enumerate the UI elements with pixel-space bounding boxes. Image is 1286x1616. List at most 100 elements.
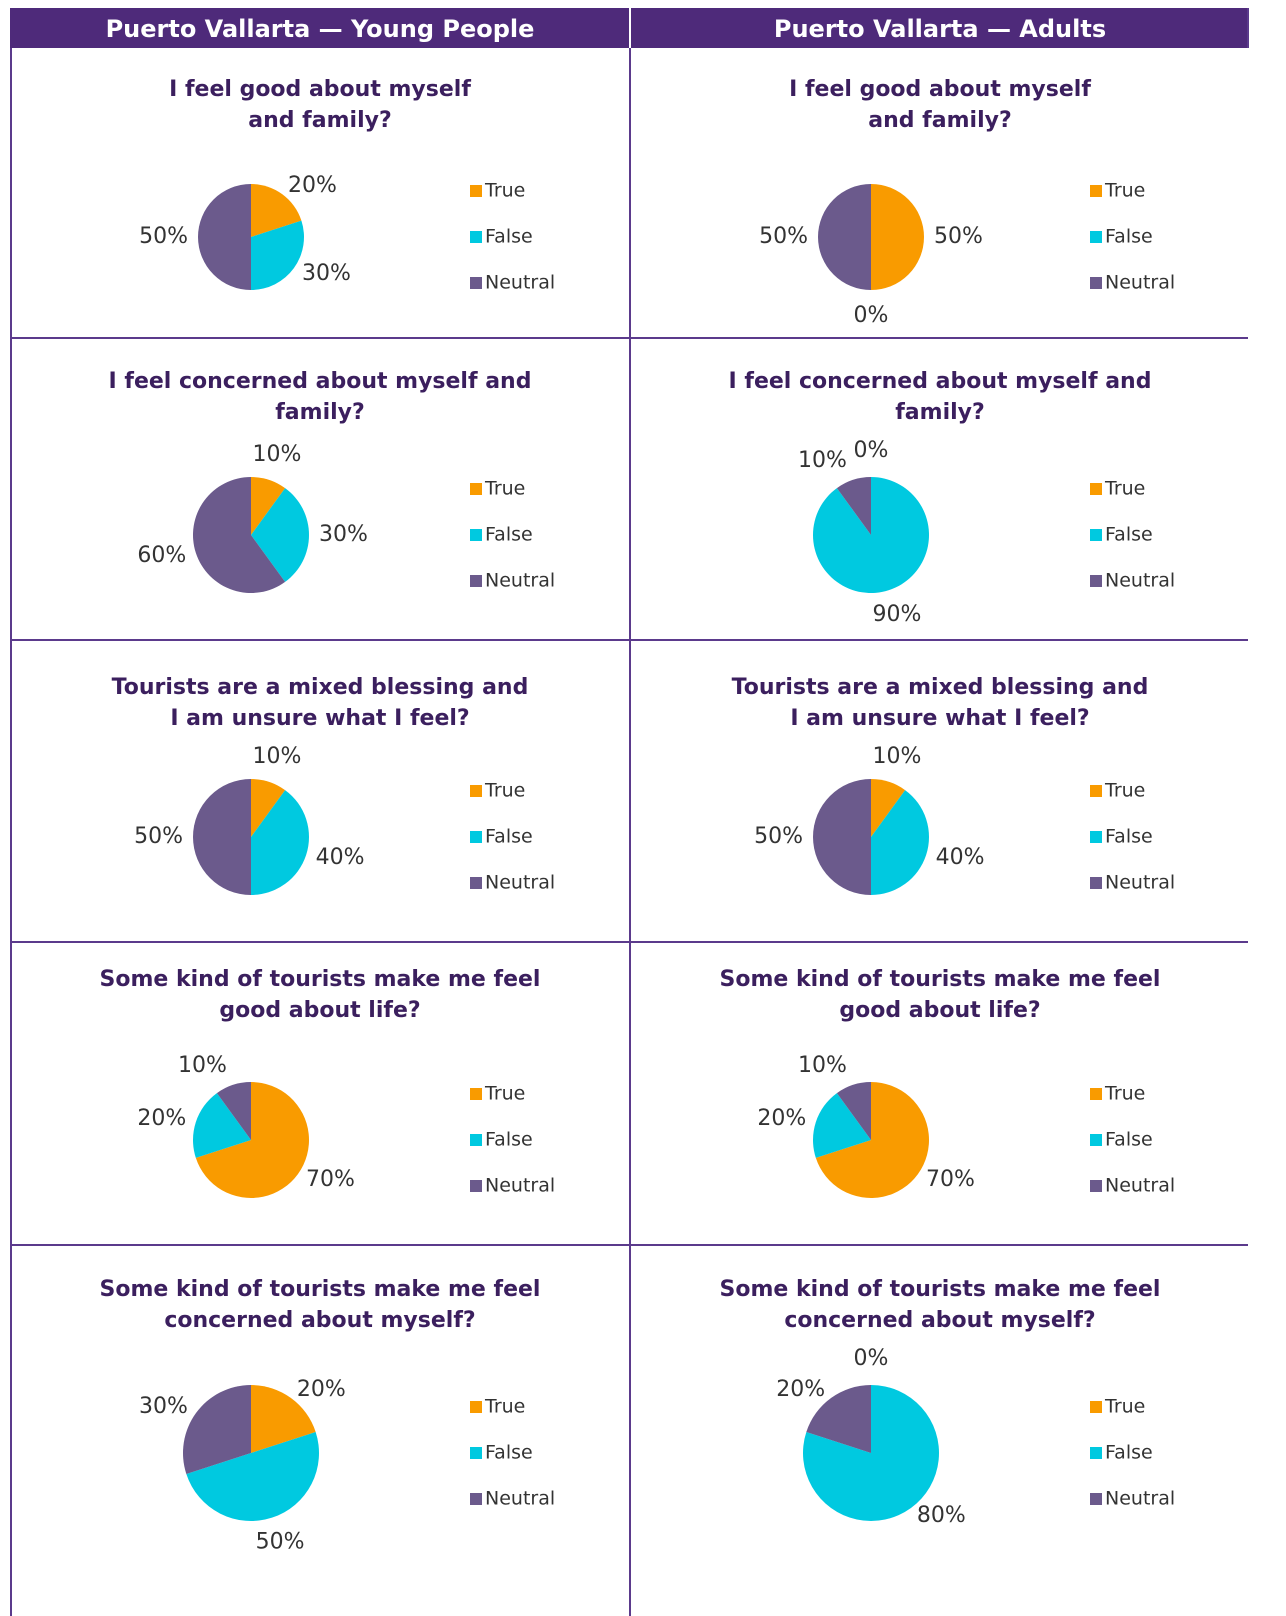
data-label: 50% xyxy=(134,824,183,849)
legend-swatch xyxy=(470,231,482,243)
legend-label: True xyxy=(484,1396,525,1418)
legend-label: False xyxy=(1105,1129,1153,1151)
pie-slice xyxy=(813,1093,871,1158)
data-label: 50% xyxy=(754,824,803,849)
chart-title: family? xyxy=(895,400,985,425)
data-label: 10% xyxy=(253,744,302,769)
legend-label: Neutral xyxy=(1105,872,1175,894)
legend-label: Neutral xyxy=(485,1488,555,1510)
chart-title: Tourists are a mixed blessing and xyxy=(732,675,1149,700)
pie-slice xyxy=(836,1082,871,1140)
pie-slice xyxy=(198,184,251,290)
data-label: 30% xyxy=(139,1394,188,1419)
legend-label: True xyxy=(1104,1396,1145,1418)
legend-label: True xyxy=(484,478,525,500)
data-label: 10% xyxy=(253,442,302,467)
pie-slice xyxy=(871,779,906,837)
legend-swatch xyxy=(470,1088,482,1100)
legend-swatch xyxy=(470,1180,482,1192)
legend-label: Neutral xyxy=(485,570,555,592)
chart-title: good about life? xyxy=(219,998,420,1023)
chart-title: I feel concerned about myself and xyxy=(109,369,532,394)
chart-title: Some kind of tourists make me feel xyxy=(720,967,1161,992)
data-label: 20% xyxy=(757,1106,806,1131)
legend-swatch xyxy=(1090,1447,1102,1459)
legend-label: True xyxy=(484,1083,525,1105)
legend-label: True xyxy=(1104,780,1145,802)
legend-label: Neutral xyxy=(1105,570,1175,592)
data-label: 40% xyxy=(316,845,365,870)
pie-slice xyxy=(251,488,309,582)
legend-label: True xyxy=(1104,180,1145,202)
legend-label: False xyxy=(485,226,533,248)
chart-title: I am unsure what I feel? xyxy=(790,706,1089,731)
pie-slice xyxy=(806,1385,871,1453)
legend-swatch xyxy=(1090,185,1102,197)
data-label: 20% xyxy=(776,1377,825,1402)
column-header: Puerto Vallarta — Adults xyxy=(774,15,1106,43)
legend-swatch xyxy=(470,1134,482,1146)
pie-slice xyxy=(186,1431,320,1522)
pie-slice xyxy=(815,1082,930,1198)
legend-swatch xyxy=(1090,1134,1102,1146)
legend-label: False xyxy=(1105,1442,1153,1464)
data-label: 10% xyxy=(178,1053,227,1078)
legend-swatch xyxy=(470,575,482,587)
data-label: 0% xyxy=(854,438,889,463)
legend-label: False xyxy=(485,1442,533,1464)
legend-label: Neutral xyxy=(485,872,555,894)
legend-label: False xyxy=(1105,826,1153,848)
pie-slice xyxy=(818,184,871,290)
legend-label: False xyxy=(1105,524,1153,546)
legend-swatch xyxy=(1090,277,1102,289)
pie-slice xyxy=(251,477,286,535)
pie-slice xyxy=(871,184,924,290)
column-header: Puerto Vallarta — Young People xyxy=(106,15,535,43)
data-label: 80% xyxy=(917,1503,966,1528)
chart-title: Tourists are a mixed blessing and xyxy=(112,675,529,700)
legend-swatch xyxy=(470,1447,482,1459)
data-label: 50% xyxy=(759,224,808,249)
legend-label: False xyxy=(485,826,533,848)
legend-label: True xyxy=(1104,1083,1145,1105)
chart-title: concerned about myself? xyxy=(164,1308,475,1333)
data-label: 20% xyxy=(137,1106,186,1131)
pie-slice xyxy=(836,477,871,535)
legend-label: False xyxy=(1105,226,1153,248)
data-label: 10% xyxy=(873,744,922,769)
data-label: 50% xyxy=(139,224,188,249)
data-label: 90% xyxy=(873,602,922,627)
chart-title: family? xyxy=(275,400,365,425)
pie-slice xyxy=(182,1385,251,1475)
chart-title: and family? xyxy=(248,108,391,133)
chart-title: concerned about myself? xyxy=(784,1308,1095,1333)
legend-swatch xyxy=(470,277,482,289)
pie-slice xyxy=(193,1093,251,1158)
data-label: 50% xyxy=(934,224,983,249)
legend-swatch xyxy=(470,1401,482,1413)
pie-slice xyxy=(192,477,286,594)
legend-swatch xyxy=(1090,529,1102,541)
chart-title: and family? xyxy=(868,108,1011,133)
legend-label: Neutral xyxy=(1105,272,1175,294)
pie-slice xyxy=(251,790,309,895)
data-label: 70% xyxy=(926,1167,975,1192)
legend-swatch xyxy=(1090,785,1102,797)
legend-label: Neutral xyxy=(1105,1488,1175,1510)
legend-label: False xyxy=(485,1129,533,1151)
chart-title: I feel concerned about myself and xyxy=(729,369,1152,394)
legend-swatch xyxy=(470,483,482,495)
chart-title: Some kind of tourists make me feel xyxy=(720,1277,1161,1302)
data-label: 70% xyxy=(306,1167,355,1192)
legend-swatch xyxy=(1090,231,1102,243)
legend-swatch xyxy=(1090,1180,1102,1192)
legend-swatch xyxy=(470,185,482,197)
legend-swatch xyxy=(1090,1493,1102,1505)
pie-slice xyxy=(193,779,251,895)
data-label: 10% xyxy=(798,1053,847,1078)
pie-slice xyxy=(251,779,286,837)
legend-swatch xyxy=(1090,575,1102,587)
pie-slice xyxy=(871,790,929,895)
pie-slice xyxy=(251,1385,316,1453)
